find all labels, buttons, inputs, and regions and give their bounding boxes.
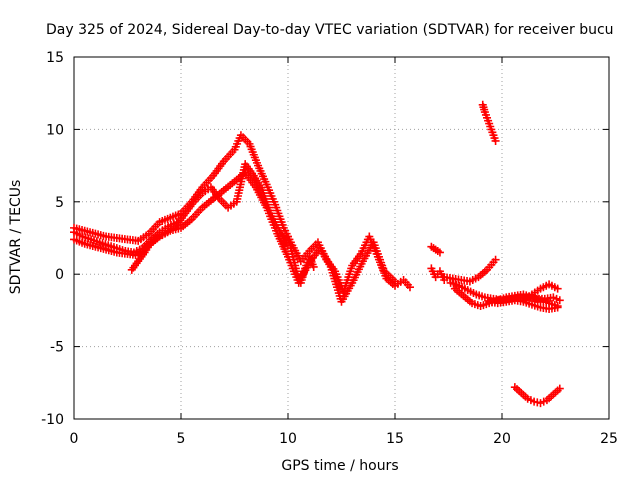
series-track-a — [70, 131, 414, 296]
series-track-l — [519, 280, 562, 305]
y-tick-label: -10 — [41, 412, 64, 428]
series-track-d — [127, 160, 292, 274]
y-tick-label: 10 — [46, 122, 64, 138]
y-axis-label: SDTVAR / TECUs — [8, 180, 24, 295]
y-tick-label: 5 — [55, 195, 64, 211]
chart-title: Day 325 of 2024, Sidereal Day-to-day VTE… — [46, 22, 614, 38]
data-point — [405, 283, 414, 292]
data-point — [309, 262, 318, 271]
series-track-h — [440, 255, 500, 286]
data-point — [491, 136, 500, 145]
x-axis-label: GPS time / hours — [281, 458, 398, 474]
x-tick-label: 10 — [279, 431, 297, 447]
series-track-e — [284, 232, 318, 287]
x-tick-label: 15 — [386, 431, 404, 447]
series-track-k — [485, 296, 562, 313]
data-point — [553, 284, 562, 293]
data-point — [555, 296, 564, 305]
x-tick-label: 20 — [493, 431, 511, 447]
series-track-m — [478, 100, 500, 145]
series-track-f — [427, 242, 444, 257]
y-tick-label: 15 — [46, 50, 64, 66]
data-point — [491, 255, 500, 264]
x-tick-label: 25 — [600, 431, 618, 447]
data-point — [555, 384, 564, 393]
x-tick-label: 0 — [70, 431, 79, 447]
data-point — [435, 248, 444, 257]
series-track-g — [427, 264, 449, 284]
y-tick-label: -5 — [50, 340, 64, 356]
y-tick-label: 0 — [55, 267, 64, 283]
data-marks — [70, 100, 564, 408]
data-point — [553, 303, 562, 312]
data-point — [391, 277, 399, 286]
x-tick-label: 5 — [177, 431, 186, 447]
series-track-n — [510, 383, 564, 408]
ticks: 0 5 10 15 20 25 -10 -5 0 5 10 15 — [41, 50, 618, 447]
